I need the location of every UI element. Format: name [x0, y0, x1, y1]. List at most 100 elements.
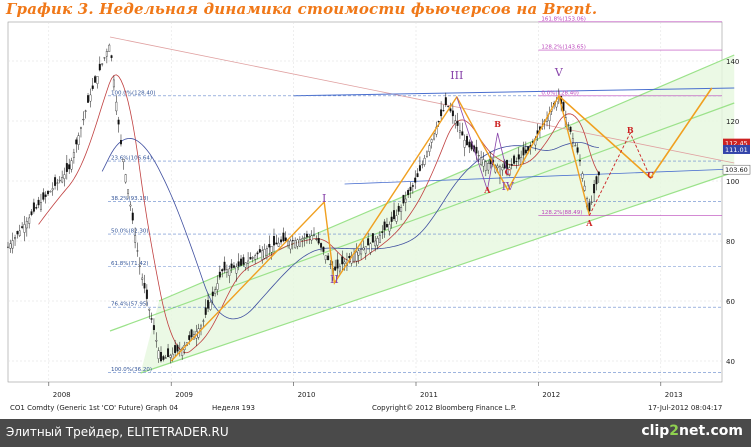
candle-body: [524, 149, 527, 154]
fib-label: 100.0%(128.40): [111, 90, 156, 96]
candle-body: [82, 118, 85, 121]
candle-body: [338, 265, 341, 272]
candle-body: [89, 94, 92, 102]
channel-fill: [140, 55, 735, 373]
abc-line: [456, 96, 509, 191]
price-tag-label: 103.60: [725, 166, 748, 174]
logo-part: clip: [641, 423, 670, 439]
x-tick-label: 2011: [420, 391, 438, 399]
candle-body: [47, 190, 49, 195]
candle-body: [383, 221, 386, 231]
candle-body: [428, 145, 431, 152]
candle-body: [421, 164, 424, 166]
chart-title: График 3. Недельная динамика стоимости ф…: [6, 0, 598, 18]
candle-body: [510, 163, 513, 166]
ma-long: [101, 138, 599, 320]
price-tag-box: [723, 138, 750, 148]
wave-label: II: [330, 273, 339, 286]
candle-body: [256, 252, 259, 255]
candle-body: [280, 239, 283, 243]
candle-body: [291, 240, 294, 242]
y-tick-label: 40: [726, 358, 735, 366]
candle-body: [482, 159, 485, 167]
candle-body: [581, 173, 584, 179]
candle-body: [28, 217, 31, 224]
wave-label: I: [322, 192, 326, 205]
candle-body: [407, 189, 410, 196]
candle-body: [362, 247, 365, 250]
candle-body: [265, 248, 268, 256]
candle-body: [221, 269, 224, 272]
candle-body: [282, 232, 285, 242]
candle-body: [451, 110, 454, 117]
candle-body: [261, 250, 264, 260]
x-tick-label: 2013: [665, 391, 683, 399]
candle-body: [287, 240, 290, 246]
candle-body: [583, 185, 586, 191]
x-axis: 2008 2009 2010 2011 2012 2013: [48, 382, 683, 399]
candle-body: [84, 110, 87, 112]
candle-body: [190, 329, 193, 338]
price-tag-box: [723, 144, 750, 154]
candle-body: [247, 260, 250, 264]
candle-body: [58, 179, 61, 182]
candle-body: [235, 266, 238, 274]
candle-body: [108, 44, 111, 52]
candle-body: [49, 190, 52, 193]
candle-body: [61, 177, 64, 183]
channel-line: [109, 102, 735, 332]
candle-body: [315, 238, 318, 240]
candle-body: [590, 201, 593, 203]
fib-label: 76.4%(57.95): [111, 302, 149, 308]
candle-body: [77, 135, 80, 145]
x-tick-label: 2012: [542, 391, 560, 399]
candle-body: [296, 239, 299, 247]
x-tick-label: 2010: [298, 391, 316, 399]
y-tick-label: 140: [726, 58, 739, 66]
candle-body: [155, 340, 158, 342]
candle-body: [225, 269, 228, 273]
candle-body: [423, 157, 426, 165]
candle-body: [416, 173, 419, 178]
candle-body: [148, 308, 151, 311]
candle-body: [310, 235, 313, 241]
fib-label: 38.2%(93.18): [111, 196, 149, 202]
y-tick-label: 100: [726, 178, 739, 186]
candle-body: [143, 282, 146, 289]
abc-label: B: [627, 125, 634, 135]
candle-body: [240, 258, 243, 266]
timestamp-label: 17-Jul-2012 08:04:17: [648, 404, 723, 412]
candle-body: [162, 356, 165, 360]
candle-body: [157, 350, 160, 359]
candle-body: [381, 231, 384, 233]
fib-label: 128.2%(88.49): [541, 210, 582, 216]
candle-body: [251, 257, 254, 259]
candle-body: [230, 263, 233, 269]
candle-body: [496, 165, 499, 169]
abc-projection: [588, 131, 652, 216]
candle-body: [336, 259, 339, 269]
candle-body: [515, 161, 518, 162]
trend-channel: [109, 36, 735, 374]
candle-body: [334, 266, 337, 271]
resistance-line: [109, 36, 735, 164]
candle-body: [134, 235, 137, 243]
candle-body: [508, 167, 511, 176]
abc-label: B: [494, 119, 501, 129]
candle-body: [242, 257, 245, 265]
candle-body: [68, 164, 71, 170]
candle-body: [437, 121, 440, 123]
support-blue: [344, 168, 735, 185]
candle-body: [327, 255, 330, 261]
candle-body: [39, 202, 42, 210]
candle-body: [374, 240, 377, 247]
clip2net-logo: clip2net.com: [641, 423, 743, 439]
candle-body: [522, 147, 525, 156]
candle-body: [138, 265, 141, 267]
footer-bar: Элитный Трейдер, ELITETRADER.RU clip2net…: [0, 419, 751, 447]
fib-label: 161.8%(153.06): [541, 16, 586, 22]
candle-body: [79, 127, 82, 129]
candle-body: [418, 165, 421, 171]
logo-accent: 2: [669, 423, 680, 439]
candle-body: [30, 211, 33, 215]
